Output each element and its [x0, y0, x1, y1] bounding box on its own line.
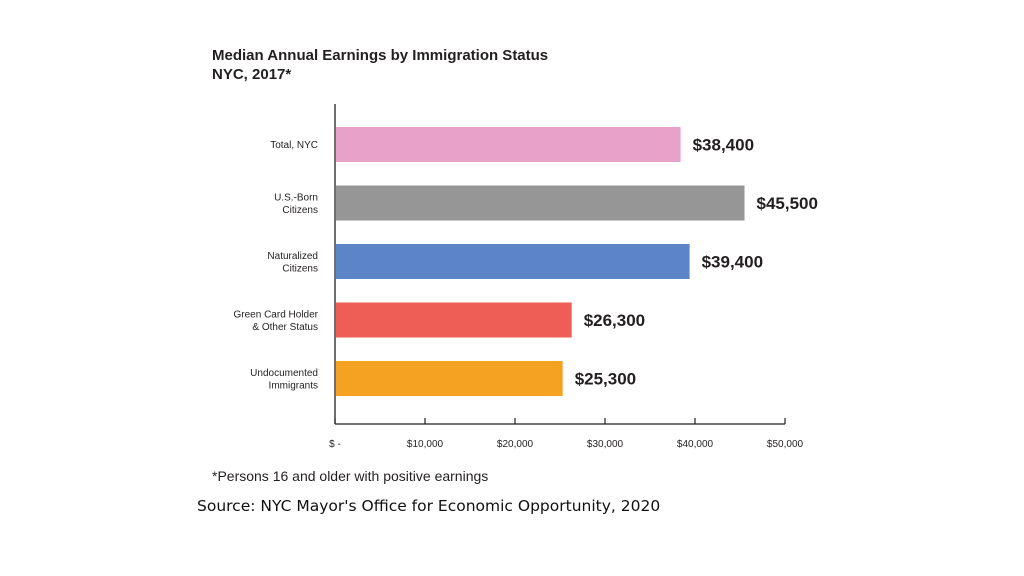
- footnote: *Persons 16 and older with positive earn…: [212, 468, 489, 484]
- category-label: Total, NYC: [270, 140, 318, 151]
- x-tick-label: $ -: [329, 439, 341, 450]
- bar: [336, 361, 563, 396]
- bar: [336, 185, 745, 221]
- bar: [336, 127, 681, 162]
- x-tick-label: $10,000: [407, 439, 444, 450]
- x-tick-label: $40,000: [677, 439, 714, 450]
- value-label: $25,300: [575, 370, 636, 389]
- chart-subtitle: NYC, 2017*: [212, 66, 292, 83]
- bar: [336, 244, 690, 279]
- value-label: $39,400: [702, 253, 763, 272]
- bar: [336, 302, 572, 338]
- category-label: U.S.-Born Citizens: [274, 192, 318, 216]
- category-label: Naturalized Citizens: [267, 251, 318, 275]
- category-label: Undocumented Immigrants: [250, 368, 318, 392]
- category-label: Green Card Holder & Other Status: [234, 309, 319, 333]
- value-label: $38,400: [693, 136, 754, 155]
- value-label: $26,300: [584, 311, 645, 330]
- x-tick-label: $30,000: [587, 439, 624, 450]
- chart-title-main: Median Annual Earnings by Immigration St…: [212, 47, 549, 64]
- chart-title: Median Annual Earnings by Immigration St…: [212, 46, 548, 84]
- value-label: $45,500: [757, 194, 818, 213]
- source-note: Source: NYC Mayor's Office for Economic …: [197, 497, 661, 515]
- x-tick-label: $20,000: [497, 439, 534, 450]
- x-tick-label: $50,000: [767, 439, 804, 450]
